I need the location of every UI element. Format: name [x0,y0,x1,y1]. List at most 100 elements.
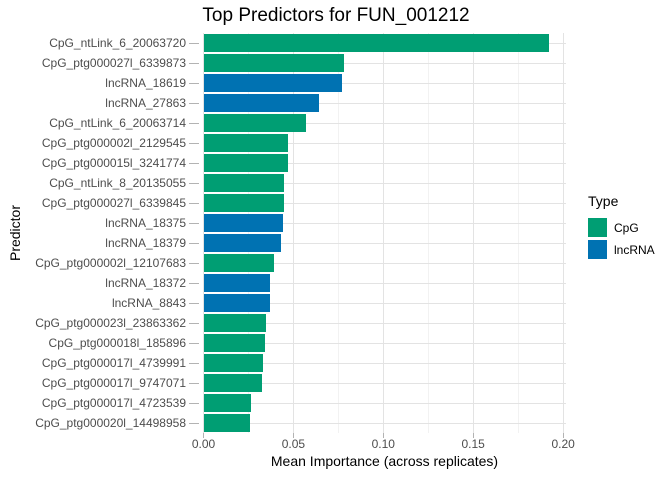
gridline-x-minor [427,33,429,433]
gridline-y-major [203,82,566,84]
gridline-y-major [203,102,566,104]
y-tick-mark [189,302,199,304]
y-axis-title: Predictor [7,204,23,262]
legend-entry: lncRNA [588,240,655,259]
gridline-y-major [203,382,566,384]
legend-label: lncRNA [614,242,655,257]
y-tick-mark [189,262,199,264]
gridline-y-major [203,162,566,164]
bar [203,134,288,152]
y-tick-label: CpG_ptg000017l_4739991 [41,355,186,370]
y-tick-label: CpG_ptg000018l_185896 [48,335,186,350]
y-tick-label: CpG_ptg000015l_3241774 [41,155,186,170]
gridline-x-minor [337,33,339,433]
x-tick-mark [203,433,204,438]
bar [203,354,263,372]
gridline-x-major [562,33,564,433]
y-tick-mark [189,182,199,184]
legend-entries: CpG lncRNA [588,218,655,259]
bar [203,114,306,132]
legend-key-swatch [588,218,607,237]
legend-key-swatch [588,240,607,259]
y-tick-mark [189,162,199,164]
bar [203,314,267,332]
gridline-x-minor [517,33,519,433]
y-tick-label: CpG_ptg000017l_9747071 [41,375,186,390]
x-axis-title: Mean Importance (across replicates) [270,453,499,469]
legend: Type CpG lncRNA [588,193,655,262]
y-tick-mark [189,402,199,404]
y-tick-label: CpG_ptg000002l_2129545 [41,135,186,150]
y-tick-label: CpG_ntLink_6_20063720 [49,35,186,50]
x-tick-mark [472,433,474,438]
bar [203,254,274,272]
x-tick-label: 0.00 [191,437,216,451]
gridline-y-major [203,342,566,344]
gridline-y-major [203,222,566,224]
gridline-y-major [203,142,566,144]
y-tick-label: CpG_ptg000027l_6339873 [41,55,186,70]
y-tick-mark [189,62,199,64]
gridline-x-major [203,33,204,433]
y-tick-label: CpG_ntLink_6_20063714 [49,115,186,130]
bar [203,74,342,92]
x-tick-label: 0.10 [371,437,395,451]
y-tick-mark [189,242,199,244]
gridline-y-major [203,242,566,244]
chart-title: Top Predictors for FUN_001212 [202,5,470,26]
y-tick-mark [189,322,199,324]
plot-panel [203,33,566,433]
y-tick-label: CpG_ptg000002l_12107683 [35,255,186,270]
bar [203,374,262,392]
legend-label: CpG [614,220,639,235]
y-tick-label: lncRNA_18619 [105,75,186,90]
y-tick-mark [189,82,199,84]
y-tick-mark [189,362,199,364]
y-tick-label: lncRNA_18372 [105,275,186,290]
x-tick-mark [382,433,384,438]
gridline-y-major [203,322,566,324]
bar [203,414,251,432]
y-tick-mark [189,102,199,104]
y-tick-label: lncRNA_18379 [105,235,186,250]
x-tick-label: 0.20 [551,437,575,451]
bar [203,394,252,412]
y-tick-label: lncRNA_18375 [105,215,186,230]
bar [203,214,283,232]
gridline-y-major [203,262,566,264]
y-tick-mark [189,282,199,284]
gridline-y-major [203,62,566,64]
y-tick-mark [189,42,199,44]
y-tick-mark [189,142,199,144]
y-tick-label: CpG_ntLink_8_20135055 [49,175,186,190]
bar [203,294,270,312]
y-tick-mark [189,222,199,224]
x-tick-mark [562,433,564,438]
y-tick-mark [189,122,199,124]
y-tick-mark [189,422,199,424]
y-tick-mark [189,342,199,344]
y-tick-label: CpG_ptg000017l_4723539 [41,395,186,410]
gridline-x-minor [248,33,249,433]
y-tick-label: lncRNA_27863 [105,95,186,110]
x-tick-label: 0.15 [461,437,485,451]
y-tick-mark [189,202,199,204]
bar [203,154,288,172]
bar [203,274,270,292]
gridline-y-major [203,122,566,124]
gridline-y-major [203,402,566,404]
gridline-y-major [203,182,566,184]
bar [203,194,285,212]
y-tick-mark [189,382,199,384]
gridline-x-major [292,33,294,433]
gridline-x-major [382,33,384,433]
x-tick-mark [292,433,294,438]
bar [203,174,285,192]
gridline-y-major [203,302,566,304]
bar [203,334,265,352]
gridline-y-major [203,422,566,424]
gridline-y-major [203,362,566,364]
y-tick-label: CpG_ptg000023l_23863362 [35,315,186,330]
gridline-y-major [203,282,566,284]
